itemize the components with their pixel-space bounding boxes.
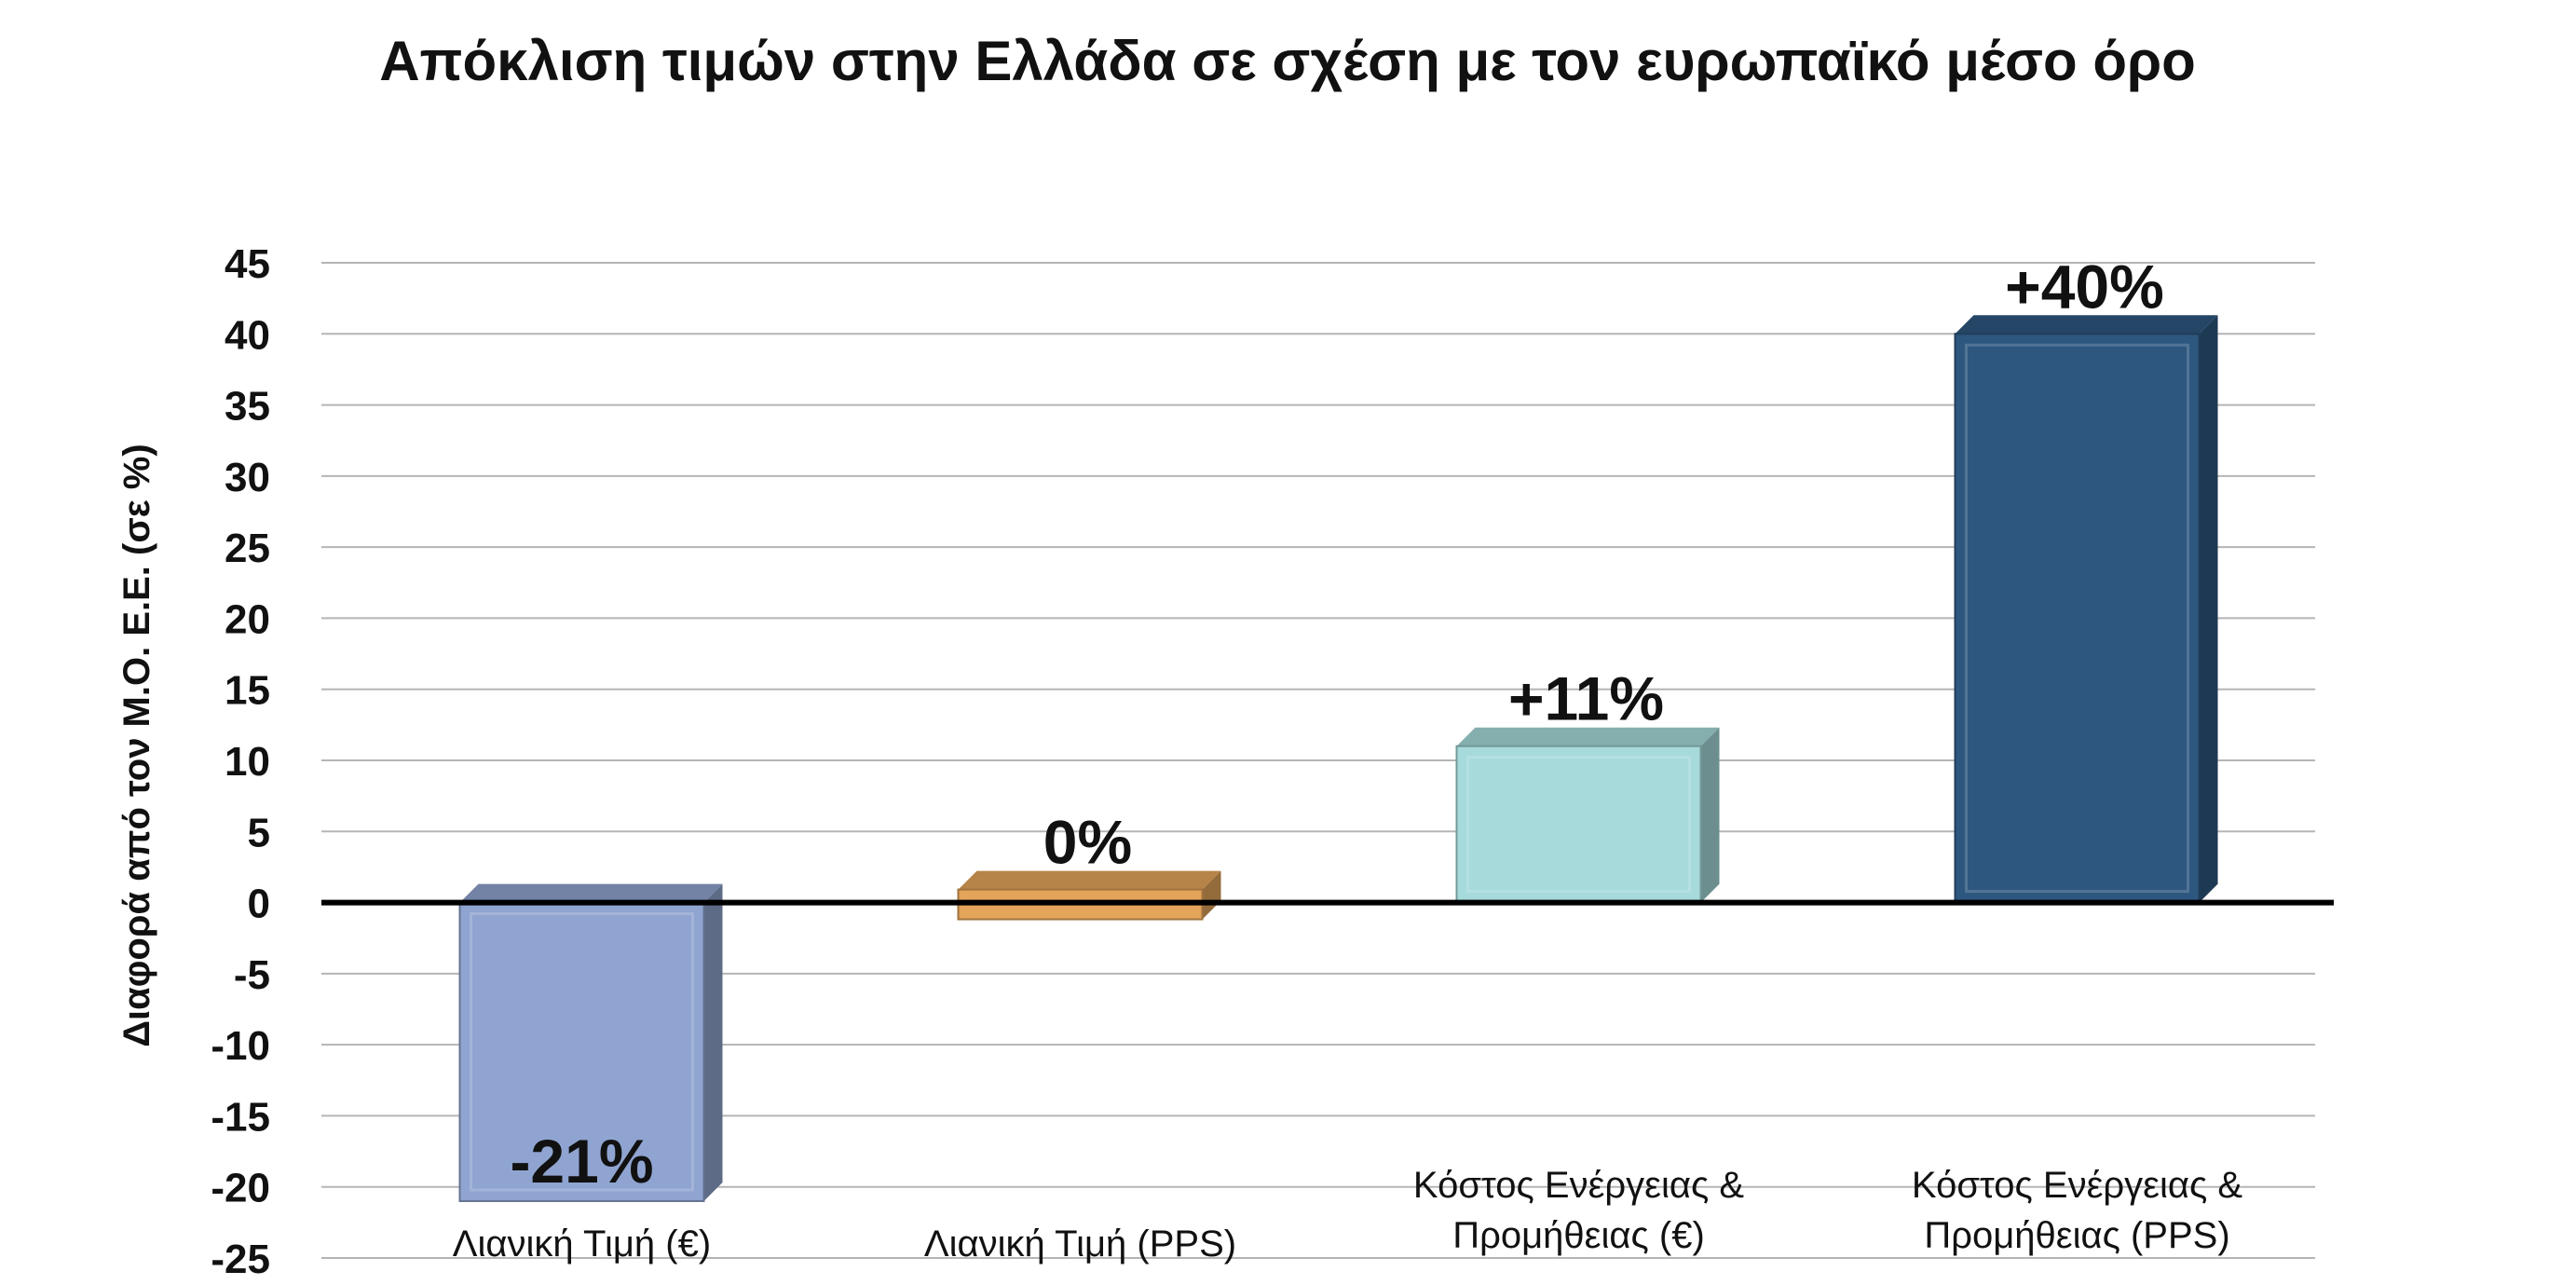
- y-axis-ticks: 45 40 35 30 25 20 15 10 5 0 -5 -10 -15 -20 -25: [211, 241, 270, 1282]
- bar-bevel: [1466, 756, 1691, 894]
- bar-side: [1202, 870, 1221, 920]
- y-tick-label: -15: [211, 1094, 270, 1140]
- y-tick-label: 0: [248, 882, 270, 927]
- y-tick-label: 10: [225, 739, 270, 785]
- data-label: +40%: [2005, 252, 2164, 321]
- category-label: Προμήθειας (€): [1452, 1215, 1705, 1256]
- y-tick-label: -20: [211, 1166, 270, 1211]
- bar: [458, 901, 705, 1202]
- category-label: Προμήθειας (PPS): [1924, 1215, 2229, 1256]
- category-label: Κόστος Ενέργειας &: [1413, 1165, 1744, 1206]
- bar-group: [458, 883, 723, 1202]
- chart-title: Απόκλιση τιμών στην Ελλάδα σε σχέση με τ…: [379, 30, 2196, 92]
- y-tick-label: 25: [225, 526, 270, 571]
- bar-bevel: [470, 912, 694, 1192]
- y-tick-label: 40: [225, 312, 270, 358]
- category-label: Λιανική Τιμή (€): [453, 1223, 711, 1264]
- data-labels: -21% 0% +11% +40%: [510, 252, 2163, 1196]
- data-label: -21%: [510, 1127, 653, 1196]
- bars: [458, 315, 2218, 1202]
- bar-group: [1954, 315, 2218, 904]
- bar-top: [459, 883, 723, 903]
- bar-group: [1455, 727, 1720, 904]
- bar-top: [1955, 315, 2218, 335]
- y-tick-label: 5: [248, 810, 270, 855]
- y-tick-label: -10: [211, 1023, 270, 1069]
- y-tick-label: 30: [225, 455, 270, 500]
- bar-side: [703, 883, 723, 1201]
- y-tick-label: 35: [225, 384, 270, 430]
- category-label: Λιανική Τιμή (PPS): [924, 1223, 1236, 1264]
- bar-group: [957, 870, 1221, 921]
- category-label: Κόστος Ενέργειας &: [1912, 1165, 2242, 1206]
- bar: [1954, 333, 2201, 904]
- y-tick-label: 15: [225, 668, 270, 714]
- y-tick-label: -25: [211, 1237, 270, 1282]
- bar: [1455, 745, 1702, 904]
- bar-top: [1456, 727, 1720, 746]
- y-tick-label: -5: [234, 952, 270, 998]
- data-label: 0%: [1043, 808, 1132, 877]
- bar-bevel: [1965, 343, 2189, 894]
- y-tick-label: 45: [225, 241, 270, 287]
- y-axis-label: Διαφορά από τον Μ.Ο. Ε.Ε. (σε %): [116, 444, 157, 1046]
- category-labels: Λιανική Τιμή (€) Λιανική Τιμή (PPS) Κόστος…: [453, 1165, 2243, 1264]
- bar-side: [2199, 315, 2218, 903]
- y-tick-label: 20: [225, 596, 270, 642]
- bar-top: [958, 870, 1221, 890]
- bar-side: [1700, 727, 1720, 903]
- data-label: +11%: [1508, 664, 1664, 733]
